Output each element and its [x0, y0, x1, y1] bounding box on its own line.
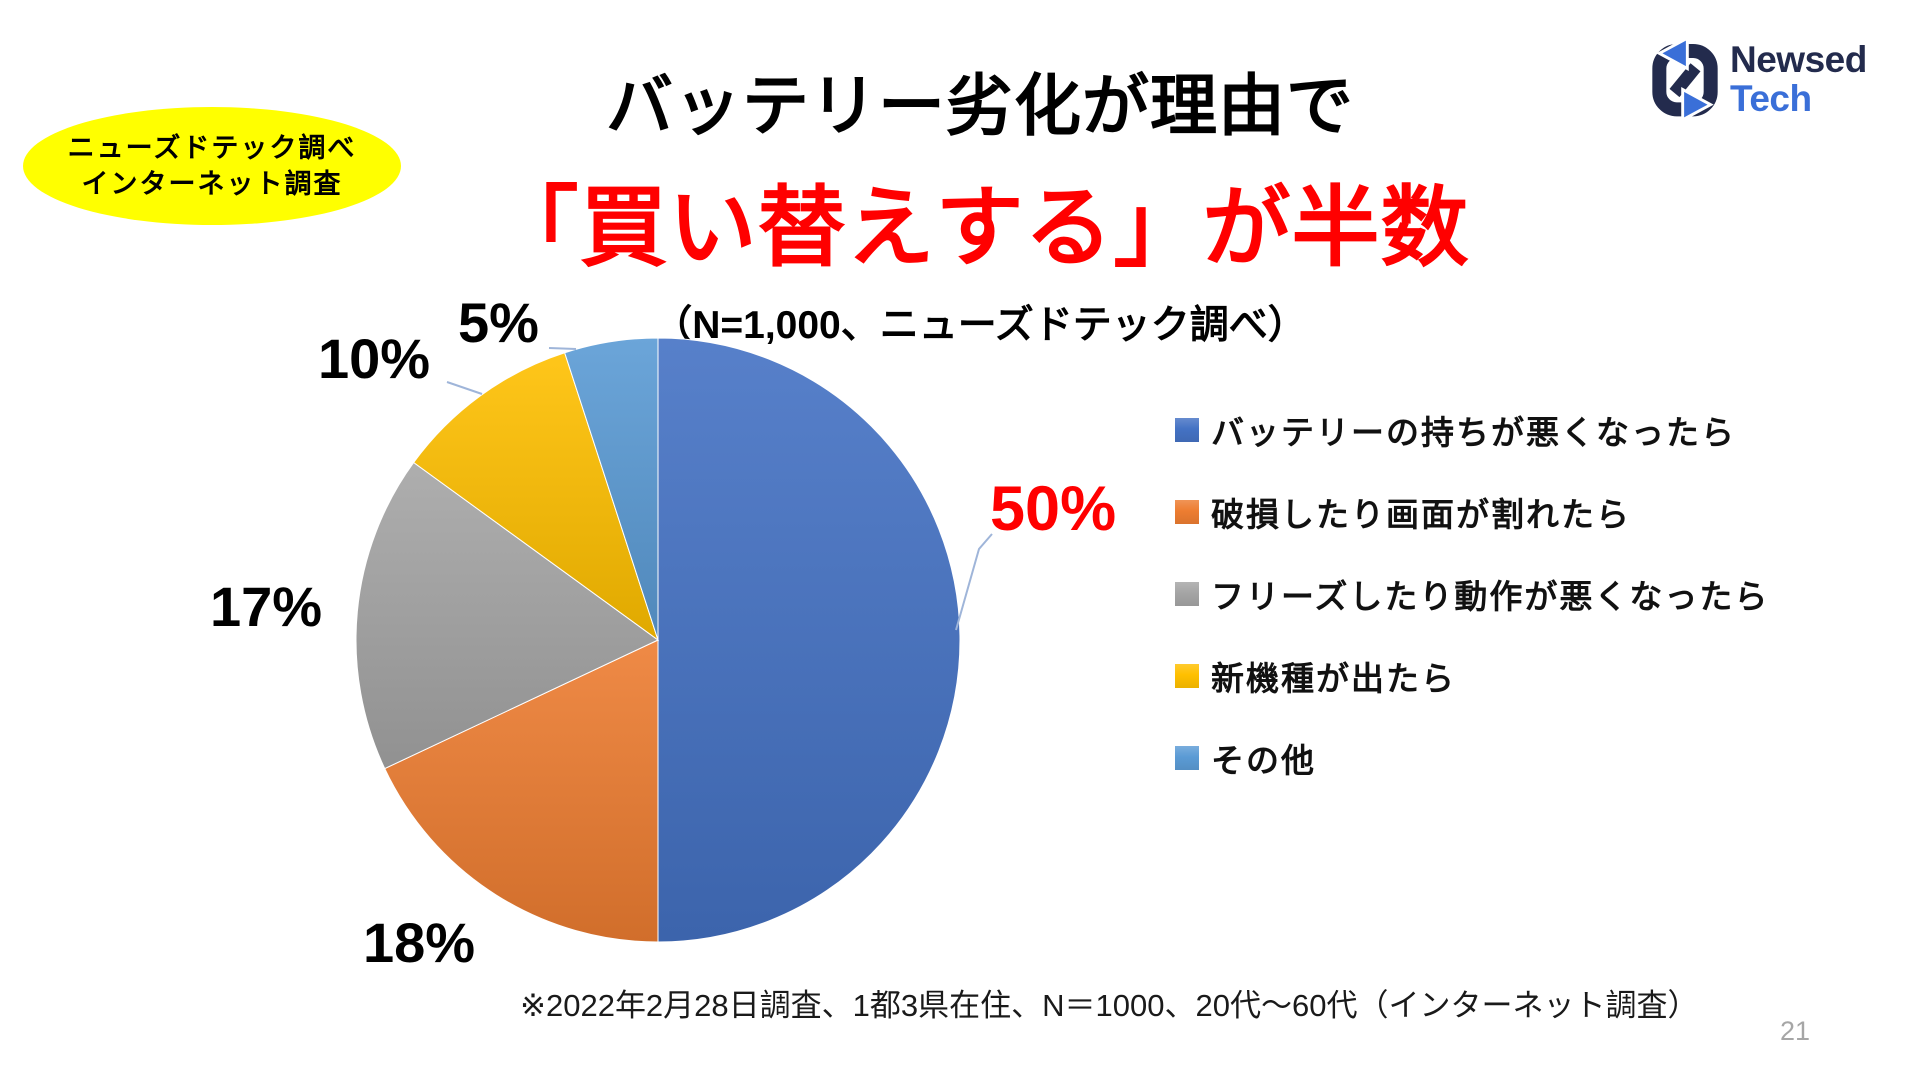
legend-item-3: フリーズしたり動作が悪くなったら — [1175, 574, 1769, 615]
legend-item-label: その他 — [1211, 742, 1316, 779]
legend-item-2: 破損したり画面が割れたら — [1175, 492, 1769, 533]
legend-item-label: バッテリーの持ちが悪くなったら — [1211, 414, 1736, 451]
pie-chart-svg — [356, 338, 960, 942]
title-block: バッテリー劣化が理由で 「買い替えする」が半数 （N=1,000、ニューズドテッ… — [270, 0, 1690, 350]
page-subtitle: （N=1,000、ニューズドテック調べ） — [653, 304, 1307, 347]
pie-slice-3 — [356, 461, 659, 770]
legend-marker-icon — [1175, 582, 1199, 606]
page-title-line2: 「買い替えする」が半数 — [490, 178, 1470, 277]
survey-source-badge: ニューズドテック調べ インターネット調査 — [23, 107, 401, 225]
legend-marker-icon — [1175, 664, 1199, 688]
legend: バッテリーの持ちが悪くなったら 破損したり画面が割れたらフリーズしたり動作が悪くな… — [1175, 410, 1769, 820]
logo-word-tech: Tech — [1730, 78, 1812, 119]
legend-item-label: 新機種が出たら — [1211, 660, 1456, 697]
legend-item-label: 破損したり画面が割れたら — [1211, 496, 1631, 533]
page-title-line1: バッテリー劣化が理由で — [606, 69, 1354, 144]
legend-marker-icon — [1175, 418, 1199, 442]
logo-word-newsed: Newsed — [1730, 38, 1867, 80]
pie-slice-4 — [412, 352, 659, 642]
newsed-tech-logo: Newsed Tech — [1650, 36, 1867, 122]
pct-label-1: 50% — [990, 474, 1117, 544]
badge-line2: インターネット調査 — [81, 169, 343, 199]
footnote: ※2022年2月28日調査、1都3県在住、N＝1000、20代～60代（インター… — [520, 988, 1699, 1023]
pct-label-3: 17% — [210, 575, 323, 638]
pct-label-4: 10% — [318, 327, 431, 390]
pct-label-5: 5% — [458, 291, 539, 354]
page-number: 21 — [1780, 1016, 1811, 1046]
legend-item-label: フリーズしたり動作が悪くなったら — [1211, 578, 1770, 615]
legend-item-5: その他 — [1175, 738, 1769, 779]
leader-line-50pct — [955, 533, 993, 631]
badge-line1: ニューズドテック調べ — [67, 132, 357, 163]
logo-wordmark: Newsed Tech — [1730, 38, 1867, 119]
pie-slice-5 — [564, 338, 659, 641]
pct-label-2: 18% — [363, 911, 476, 974]
pie-slice-2 — [384, 639, 659, 942]
legend-marker-icon — [1175, 746, 1199, 770]
newsed-tech-logo-icon — [1652, 36, 1718, 122]
legend-item-1: バッテリーの持ちが悪くなったら — [1175, 410, 1769, 451]
pie-slice-1 — [657, 338, 960, 942]
legend-marker-icon — [1175, 500, 1199, 524]
legend-item-4: 新機種が出たら — [1175, 656, 1769, 697]
